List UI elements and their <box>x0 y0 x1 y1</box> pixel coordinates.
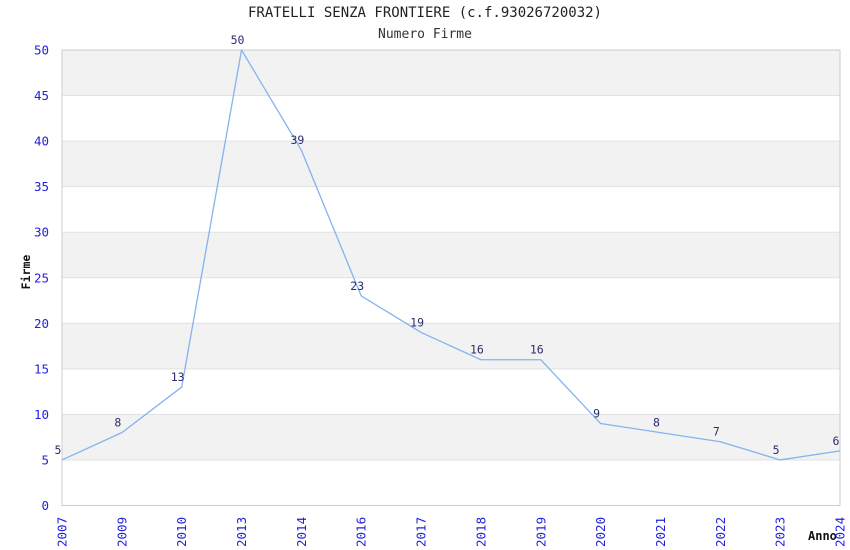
data-point-label: 7 <box>713 425 720 439</box>
data-point-label: 50 <box>231 33 245 47</box>
y-tick-label: 40 <box>34 134 49 149</box>
data-point-label: 5 <box>773 443 780 457</box>
y-tick-label: 15 <box>34 361 49 376</box>
x-tick-label: 2024 <box>833 517 848 547</box>
data-point-label: 8 <box>653 416 660 430</box>
data-point-label: 8 <box>114 416 121 430</box>
y-tick-label: 30 <box>34 225 49 240</box>
x-tick-label: 2023 <box>773 517 788 547</box>
y-tick-label: 5 <box>41 452 49 467</box>
x-axis-title: Anno <box>808 529 837 543</box>
data-point-label: 16 <box>470 343 484 357</box>
chart-subtitle: Numero Firme <box>378 27 472 42</box>
x-tick-label: 2021 <box>653 517 668 547</box>
data-point-label: 16 <box>530 343 544 357</box>
y-tick-label: 35 <box>34 179 49 194</box>
plot-band <box>62 141 840 187</box>
x-tick-label: 2016 <box>354 517 369 547</box>
x-tick-label: 2009 <box>114 517 129 547</box>
x-tick-label: 2010 <box>174 517 189 547</box>
x-tick-label: 2014 <box>294 517 309 547</box>
y-tick-label: 10 <box>34 407 49 422</box>
x-tick-label: 2007 <box>55 517 70 547</box>
y-tick-label: 45 <box>34 88 49 103</box>
x-tick-label: 2013 <box>234 517 249 547</box>
y-tick-label: 20 <box>34 316 49 331</box>
data-point-label: 5 <box>55 443 62 457</box>
x-tick-label: 2018 <box>473 517 488 547</box>
x-tick-label: 2020 <box>593 517 608 547</box>
y-tick-label: 25 <box>34 270 49 285</box>
x-tick-label: 2022 <box>713 517 728 547</box>
data-point-label: 6 <box>833 434 840 448</box>
plot-band <box>62 50 840 96</box>
x-tick-label: 2017 <box>414 517 429 547</box>
data-point-label: 39 <box>290 133 304 147</box>
y-tick-label: 0 <box>41 498 49 513</box>
data-point-label: 23 <box>350 279 364 293</box>
chart-title: FRATELLI SENZA FRONTIERE (c.f.9302672003… <box>247 5 602 21</box>
data-point-label: 19 <box>410 315 424 329</box>
data-point-label: 13 <box>171 370 185 384</box>
plot-border <box>61 49 841 506</box>
y-tick-label: 50 <box>34 43 49 58</box>
x-tick-label: 2019 <box>533 517 548 547</box>
data-point-label: 9 <box>593 407 600 421</box>
plot-band <box>62 414 840 460</box>
series-line <box>61 49 841 461</box>
plot-band <box>62 232 840 278</box>
